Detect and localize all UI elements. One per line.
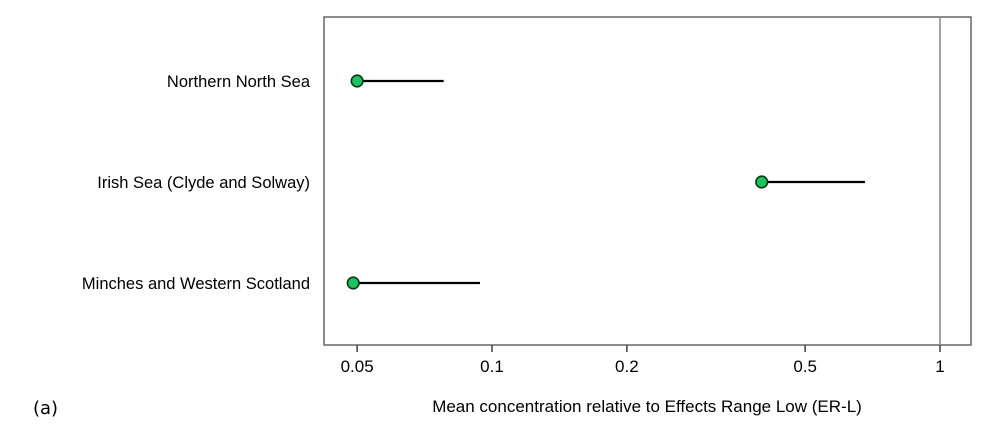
category-label: Northern North Sea (167, 73, 311, 91)
panel-label: (a) (33, 398, 58, 419)
x-axis-tick-label: 0.2 (615, 357, 639, 376)
x-axis-ticks (356, 345, 941, 352)
mean-dot (346, 276, 360, 290)
x-axis-tick-label: 0.1 (480, 357, 504, 376)
x-axis-tick-label: 0.05 (341, 357, 374, 376)
mean-dot (755, 175, 769, 189)
mean-dot (350, 74, 364, 88)
plot-area-border (323, 16, 972, 346)
data-series (346, 74, 865, 290)
x-axis-tick-labels: 0.05 0.1 0.2 0.5 1 (341, 357, 945, 376)
x-axis-title: Mean concentration relative to Effects R… (432, 397, 862, 416)
category-labels: Northern North Sea Irish Sea (Clyde and S… (82, 73, 311, 293)
x-axis-tick-label: 0.5 (793, 357, 817, 376)
category-label: Irish Sea (Clyde and Solway) (97, 174, 310, 192)
x-axis-tick-label: 1 (935, 357, 944, 376)
category-label: Minches and Western Scotland (82, 275, 310, 293)
